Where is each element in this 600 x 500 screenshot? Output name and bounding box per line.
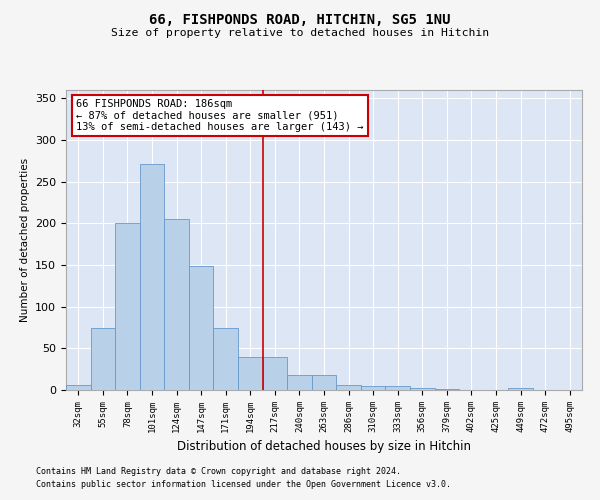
- Bar: [263, 356, 287, 390]
- Bar: [66, 385, 91, 390]
- Bar: [287, 375, 312, 390]
- Bar: [410, 388, 434, 390]
- Text: 66 FISHPONDS ROAD: 186sqm
← 87% of detached houses are smaller (951)
13% of semi: 66 FISHPONDS ROAD: 186sqm ← 87% of detac…: [76, 99, 364, 132]
- X-axis label: Distribution of detached houses by size in Hitchin: Distribution of detached houses by size …: [177, 440, 471, 454]
- Bar: [238, 356, 263, 390]
- Bar: [214, 328, 238, 390]
- Bar: [312, 375, 336, 390]
- Y-axis label: Number of detached properties: Number of detached properties: [20, 158, 29, 322]
- Bar: [336, 385, 361, 390]
- Bar: [115, 222, 140, 390]
- Bar: [164, 219, 189, 390]
- Bar: [91, 328, 115, 390]
- Bar: [189, 266, 214, 390]
- Text: 66, FISHPONDS ROAD, HITCHIN, SG5 1NU: 66, FISHPONDS ROAD, HITCHIN, SG5 1NU: [149, 12, 451, 26]
- Text: Contains public sector information licensed under the Open Government Licence v3: Contains public sector information licen…: [36, 480, 451, 489]
- Bar: [434, 389, 459, 390]
- Text: Size of property relative to detached houses in Hitchin: Size of property relative to detached ho…: [111, 28, 489, 38]
- Bar: [361, 386, 385, 390]
- Bar: [508, 388, 533, 390]
- Bar: [140, 164, 164, 390]
- Text: Contains HM Land Registry data © Crown copyright and database right 2024.: Contains HM Land Registry data © Crown c…: [36, 467, 401, 476]
- Bar: [385, 386, 410, 390]
